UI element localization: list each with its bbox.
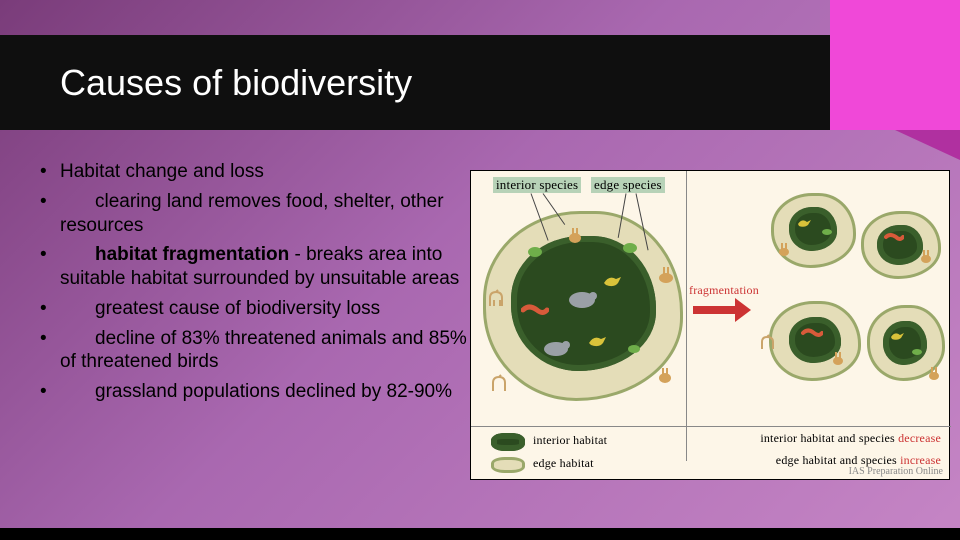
fragmentation-arrow-icon <box>693 306 735 314</box>
bottom-edge <box>0 528 960 540</box>
deer-icon <box>759 331 779 351</box>
rabbit-icon <box>831 351 845 365</box>
label-edge-species: edge species <box>591 177 665 193</box>
rabbit-icon <box>919 249 933 263</box>
caption-decrease: interior habitat and species decrease <box>716 431 941 446</box>
legend-label-interior: interior habitat <box>533 433 607 448</box>
bird-icon <box>586 331 608 349</box>
frog-icon <box>911 346 923 356</box>
frog-icon <box>626 341 642 355</box>
label-fragmentation: fragmentation <box>689 283 759 298</box>
interior-fragment <box>883 321 927 365</box>
bullet-4: greatest cause of biodiversity loss <box>40 297 470 321</box>
frog-icon <box>821 226 833 236</box>
fragmentation-figure: interior species edge species fragmentat… <box>470 170 950 480</box>
rabbit-icon <box>656 266 676 284</box>
caption-decrease-b: decrease <box>898 431 941 445</box>
slide-title: Causes of biodiversity <box>60 62 412 104</box>
caption-decrease-a: interior habitat and species <box>760 431 898 445</box>
accent-tab <box>830 0 960 130</box>
frog-icon <box>621 239 639 255</box>
lizard-icon <box>801 326 823 340</box>
deer-icon <box>486 286 510 310</box>
figure-horizontal-separator <box>471 426 951 427</box>
legend-swatch-interior <box>491 433 525 451</box>
lizard-icon <box>884 231 904 243</box>
deer-icon <box>489 371 511 393</box>
rabbit-icon <box>566 226 584 244</box>
bear-icon <box>566 286 598 310</box>
bullet-list: Habitat change and loss clearing land re… <box>40 160 470 410</box>
bullet-6: grassland populations declined by 82-90% <box>40 380 470 404</box>
bullet-3-bold: habitat fragmentation <box>95 244 289 265</box>
bullet-3: habitat fragmentation - breaks area into… <box>40 243 470 291</box>
bear-icon <box>541 336 571 358</box>
title-bar: Causes of biodiversity <box>0 35 830 130</box>
rabbit-icon <box>776 241 792 257</box>
figure-vertical-separator <box>686 171 687 461</box>
bullet-2: clearing land removes food, shelter, oth… <box>40 190 470 238</box>
lizard-icon <box>521 301 549 319</box>
caption-increase-a: edge habitat and species <box>776 453 900 467</box>
bullet-5-text: decline of 83% threatened animals and 85… <box>60 328 467 373</box>
bird-icon <box>601 271 623 289</box>
bullet-2-text: clearing land removes food, shelter, oth… <box>60 191 444 236</box>
bullet-6-text: grassland populations declined by 82-90% <box>95 381 452 402</box>
accent-fold <box>895 130 960 160</box>
frog-icon <box>526 243 544 259</box>
legend-swatch-edge <box>491 457 525 473</box>
bird-icon <box>889 329 905 341</box>
slide: Causes of biodiversity Habitat change an… <box>0 0 960 540</box>
figure-watermark: IAS Preparation Online <box>849 466 943 477</box>
bullet-5: decline of 83% threatened animals and 85… <box>40 327 470 375</box>
label-interior-species: interior species <box>493 177 581 193</box>
rabbit-icon <box>656 366 674 384</box>
bullet-1: Habitat change and loss <box>40 160 470 184</box>
bird-icon <box>796 216 812 228</box>
legend-label-edge: edge habitat <box>533 456 594 471</box>
bullet-4-text: greatest cause of biodiversity loss <box>95 298 380 319</box>
rabbit-icon <box>927 366 941 380</box>
caption-increase-b: increase <box>900 453 941 467</box>
